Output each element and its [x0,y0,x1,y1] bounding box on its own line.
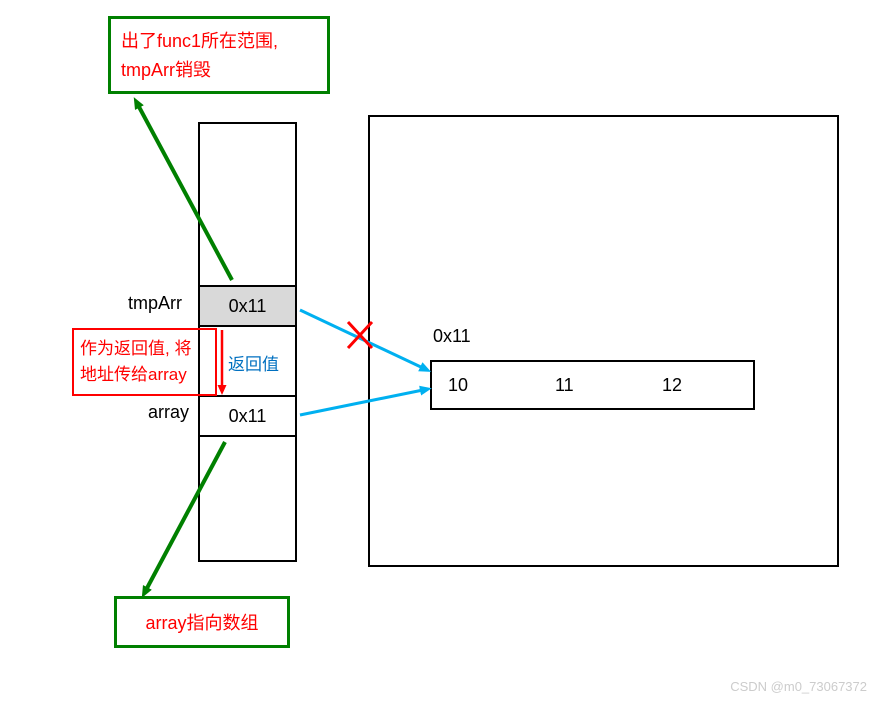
heap-cell-2: 12 [646,362,753,408]
heap-cell-0-value: 10 [448,375,468,396]
heap-cell-2-value: 12 [662,375,682,396]
heap-array: 10 11 12 [430,360,755,410]
stack-cell-tmparr: 0x11 [198,285,297,327]
heap-cell-1: 11 [539,362,646,408]
note-func1-scope: 出了func1所在范围, tmpArr销毁 [108,16,330,94]
note-array-points: array指向数组 [114,596,290,648]
note-array-points-text: array指向数组 [145,609,258,635]
heap-addr-label: 0x11 [433,326,471,347]
heap-cell-1-value: 11 [555,375,574,396]
stack-cell-array: 0x11 [198,395,297,437]
label-tmparr: tmpArr [128,293,182,314]
note-return-addr-line2: 地址传给array [80,362,209,388]
stack-cell-array-value: 0x11 [229,406,267,427]
watermark: CSDN @m0_73067372 [730,679,867,694]
note-return-addr-line1: 作为返回值, 将 [80,336,209,362]
note-return-addr: 作为返回值, 将 地址传给array [72,328,217,396]
stack-cell-tmparr-value: 0x11 [229,296,267,317]
note-func1-scope-line2: tmpArr销毁 [121,56,317,85]
label-array: array [148,402,189,423]
note-func1-scope-line1: 出了func1所在范围, [121,27,317,56]
label-return-value: 返回值 [228,350,279,375]
heap-cell-0: 10 [432,362,539,408]
